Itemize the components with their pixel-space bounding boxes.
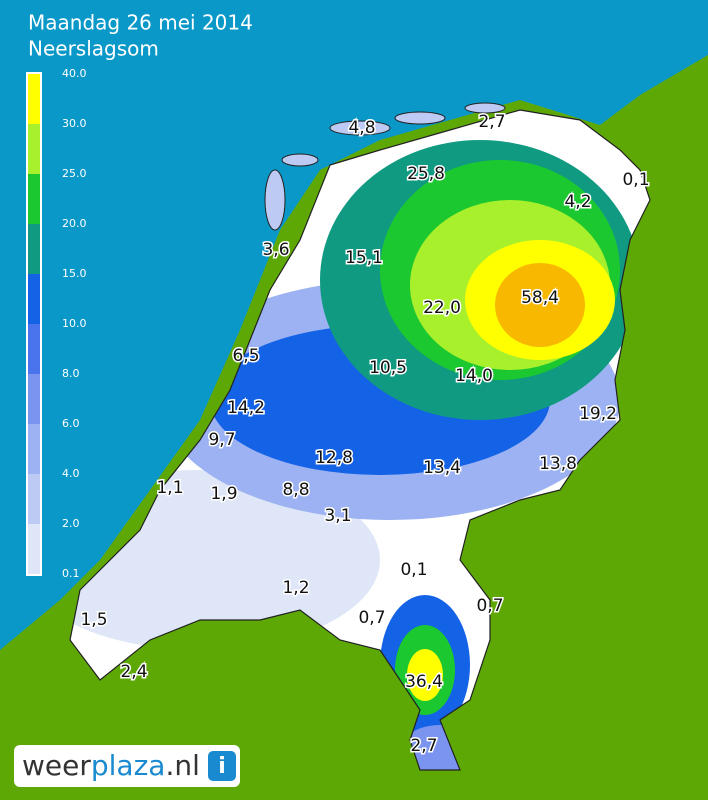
station-value: 9,7 [208,430,235,450]
logo-icon-text: i [218,754,226,779]
station-value: 14,2 [227,398,265,418]
legend-label: 6.0 [62,417,80,430]
station-value: 19,2 [579,404,617,424]
legend-swatch [28,174,40,224]
legend-swatch [28,74,40,124]
station-value: 0,1 [400,560,427,580]
legend-swatch [28,224,40,274]
station-value: 12,8 [315,448,353,468]
subtitle: Neerslagsom [28,37,159,61]
station-value: 25,8 [407,164,445,184]
station-value: 3,6 [262,240,289,260]
station-value: 8,8 [282,480,309,500]
station-value: 13,4 [423,458,461,478]
island [281,153,319,167]
station-value: 1,5 [80,610,107,630]
legend-label: 8.0 [62,367,80,380]
station-value: 1,1 [156,478,183,498]
sea [0,0,708,650]
station-value: 15,1 [345,248,383,268]
legend: 40.0 30.0 25.0 20.0 15.0 10.0 8.0 6.0 4.0 2.0 0.1 [26,67,87,580]
island [264,169,286,231]
legend-swatch [28,424,40,474]
legend-label: 0.1 [62,567,80,580]
islands [264,102,506,231]
logo-part: weer [22,749,91,782]
logo: weerplaza.nl [22,749,200,782]
legend-swatch [28,274,40,324]
island [329,120,391,136]
station-value: 2,7 [478,112,505,132]
station-value: 22,0 [423,298,461,318]
legend-label: 30.0 [62,117,87,130]
station-values: 4,8 2,7 0,1 25,8 4,2 3,6 15,1 58,4 22,0 6,5 10,5 14… [79,111,651,758]
legend-swatch [28,524,40,574]
legend-swatch [28,124,40,174]
station-value: 13,8 [539,454,577,474]
station-value: 0,7 [476,596,503,616]
contour [407,649,443,701]
station-value: 3,1 [324,506,351,526]
island [464,102,506,114]
title: Maandag 26 mei 2014 [28,11,253,35]
logo-part: .nl [165,749,199,782]
legend-swatch [28,474,40,524]
logo-icon [208,751,236,781]
legend-label: 15.0 [62,267,87,280]
station-value: 14,0 [455,366,493,386]
station-value: 4,8 [348,118,375,138]
station-value: 4,2 [564,192,591,212]
station-value: 1,9 [210,484,237,504]
legend-label: 40.0 [62,67,87,80]
legend-swatch [28,374,40,424]
legend-swatch [28,324,40,374]
legend-label: 4.0 [62,467,80,480]
station-value: 2,7 [410,736,437,756]
legend-label: 10.0 [62,317,87,330]
legend-label: 2.0 [62,517,80,530]
station-value: 10,5 [369,358,407,378]
station-value: 0,7 [358,608,385,628]
contour [495,263,585,347]
station-value: 2,4 [120,662,147,682]
border [69,109,651,771]
logo-box [14,745,240,787]
island [394,111,446,125]
station-value: 6,5 [232,346,259,366]
legend-label: 25.0 [62,167,87,180]
station-value: 58,4 [521,288,559,308]
station-value: 36,4 [405,672,443,692]
station-value: 0,1 [622,170,649,190]
station-value: 1,2 [282,578,309,598]
logo-part: plaza [91,749,166,782]
legend-label: 20.0 [62,217,87,230]
